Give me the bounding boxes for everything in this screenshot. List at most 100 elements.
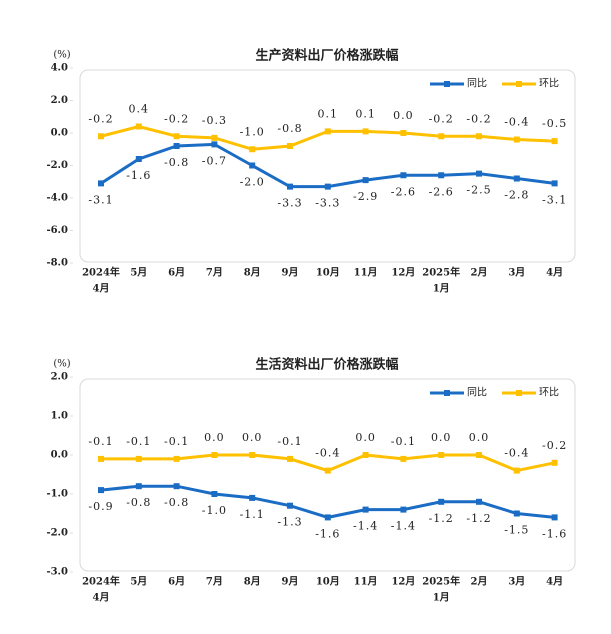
value-label: -1.4 — [353, 520, 378, 533]
value-label: -0.8 — [164, 496, 189, 509]
x-tick-label: 1月 — [433, 592, 450, 604]
data-point — [400, 172, 407, 179]
x-tick-label: 7月 — [206, 576, 223, 588]
data-point — [438, 172, 445, 179]
value-label: -3.1 — [542, 193, 567, 206]
x-tick-label: 6月 — [168, 267, 185, 279]
y-tick-label: -1.0 — [46, 489, 68, 500]
x-tick-label: 8月 — [244, 576, 261, 588]
data-point — [513, 136, 520, 143]
value-label: -0.2 — [429, 112, 454, 125]
data-point — [173, 455, 180, 462]
x-tick-label: 9月 — [282, 267, 299, 279]
data-point — [287, 143, 293, 149]
value-label: -0.1 — [164, 435, 189, 448]
legend-label: 环比 — [539, 387, 559, 399]
data-point — [476, 133, 482, 140]
value-label: -0.4 — [504, 116, 529, 129]
data-point — [476, 170, 482, 177]
y-tick-label: -6.0 — [46, 225, 68, 236]
data-point — [438, 133, 445, 140]
data-point — [287, 502, 293, 509]
plot-area — [79, 69, 576, 263]
x-tick-label: 2025年 — [422, 266, 460, 279]
plot-area — [79, 378, 576, 572]
data-point — [513, 175, 520, 182]
y-tick-label: 1.0 — [51, 411, 68, 422]
data-point — [362, 506, 369, 513]
value-label: -1.2 — [429, 512, 454, 525]
value-label: -1.1 — [240, 508, 265, 521]
y-axis-label: (%) — [53, 50, 70, 61]
value-label: -1.6 — [542, 527, 567, 540]
x-tick-label: 4月 — [93, 592, 110, 604]
y-axis-label: (%) — [53, 359, 70, 370]
x-tick-label: 10月 — [316, 267, 340, 279]
data-point — [98, 180, 104, 187]
x-tick-label: 10月 — [316, 576, 340, 588]
data-point — [135, 123, 142, 130]
x-tick-label: 4月 — [546, 267, 563, 279]
data-point — [324, 467, 331, 474]
x-tick-label: 2月 — [471, 267, 488, 279]
data-point — [135, 483, 142, 490]
y-tick-label: 0.0 — [51, 128, 68, 139]
value-label: 0.4 — [129, 103, 150, 116]
data-point — [173, 483, 180, 490]
value-label: 0.1 — [355, 107, 376, 120]
x-tick-label: 7月 — [206, 267, 223, 279]
x-tick-label: 3月 — [508, 267, 525, 279]
value-label: -0.2 — [164, 112, 189, 125]
x-tick-label: 6月 — [168, 576, 185, 588]
value-label: 0.0 — [242, 431, 263, 444]
x-tick-label: 2月 — [471, 576, 488, 588]
x-tick-label: 12月 — [391, 576, 415, 588]
x-tick-label: 11月 — [354, 576, 378, 588]
data-point — [287, 183, 293, 190]
value-label: 0.0 — [355, 431, 376, 444]
legend-label: 同比 — [467, 387, 487, 399]
data-point — [551, 459, 558, 466]
y-tick-label: -2.0 — [46, 160, 68, 171]
value-label: 0.0 — [204, 431, 225, 444]
data-point — [287, 455, 293, 462]
x-tick-label: 9月 — [282, 576, 299, 588]
data-point — [551, 514, 558, 521]
value-label: 0.0 — [431, 431, 452, 444]
value-label: -0.7 — [202, 154, 227, 167]
data-point — [362, 452, 369, 458]
y-tick-label: 2.0 — [51, 372, 68, 383]
value-label: -1.5 — [504, 524, 529, 537]
legend-marker — [516, 81, 522, 87]
y-tick-label: 2.0 — [51, 95, 68, 106]
x-tick-label: 2024年 — [82, 575, 120, 588]
data-point — [211, 141, 218, 148]
value-label: -0.4 — [504, 447, 529, 460]
data-point — [135, 156, 142, 162]
value-label: -0.1 — [391, 435, 416, 448]
data-point — [324, 183, 331, 190]
x-tick-label: 4月 — [546, 576, 563, 588]
data-point — [551, 138, 558, 145]
data-point — [211, 134, 218, 141]
data-point — [98, 133, 104, 140]
legend-label: 环比 — [539, 78, 559, 90]
legend-marker — [444, 390, 450, 396]
value-label: -2.8 — [504, 189, 529, 202]
data-point — [551, 180, 558, 187]
value-label: -3.3 — [315, 197, 340, 210]
y-tick-label: -8.0 — [46, 258, 68, 269]
y-tick-label: 0.0 — [51, 450, 68, 461]
data-point — [249, 494, 256, 501]
value-label: -2.5 — [466, 184, 491, 197]
data-point — [400, 506, 407, 513]
x-tick-label: 5月 — [130, 267, 147, 279]
legend-label: 同比 — [467, 78, 487, 90]
data-point — [211, 491, 218, 497]
data-point — [400, 130, 407, 136]
x-tick-label: 2024年 — [82, 266, 120, 279]
value-label: -1.0 — [202, 504, 227, 517]
data-point — [362, 177, 369, 184]
data-point — [438, 452, 445, 458]
